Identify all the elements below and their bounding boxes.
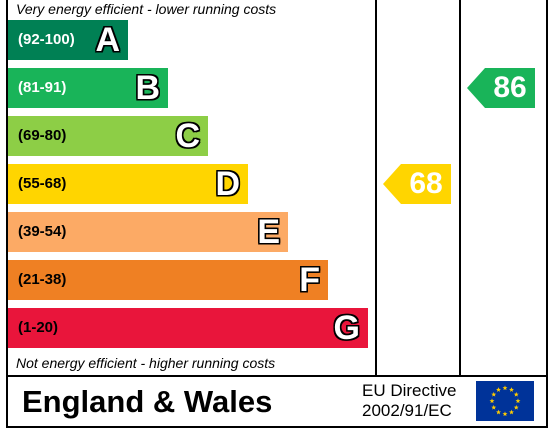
band-letter: F xyxy=(299,261,320,299)
potential-arrow-shape xyxy=(467,68,535,108)
flag-star xyxy=(496,409,501,415)
band-range-label: (55-68) xyxy=(18,175,67,192)
band-range-label: (92-100) xyxy=(18,31,75,48)
band-a: (92-100) A xyxy=(8,20,128,60)
flag-star xyxy=(502,411,508,417)
flag-star xyxy=(489,398,495,404)
potential-rating-arrow: 86 xyxy=(467,68,535,108)
band-c: (69-80) C xyxy=(8,116,208,156)
flag-star xyxy=(513,404,519,410)
column-divider-current xyxy=(375,0,377,377)
flag-star xyxy=(515,398,521,404)
eu-directive: EU Directive 2002/91/EC xyxy=(362,381,456,421)
header-caption: Very energy efficient - lower running co… xyxy=(16,1,277,17)
band-letter: A xyxy=(95,21,120,59)
band-range-label: (81-91) xyxy=(18,79,67,96)
current-arrow-shape xyxy=(383,164,451,204)
column-divider-potential xyxy=(459,0,461,377)
eu-directive-line2: 2002/91/EC xyxy=(362,401,452,420)
flag-star xyxy=(509,387,514,392)
flag-star xyxy=(491,404,497,410)
footer-divider xyxy=(6,375,548,377)
eu-flag-icon xyxy=(476,381,534,421)
band-range-label: (1-20) xyxy=(18,319,59,336)
band-range-label: (69-80) xyxy=(18,127,67,144)
band-letter: E xyxy=(257,213,280,251)
band-range-label: (21-38) xyxy=(18,271,67,288)
band-b: (81-91) B xyxy=(8,68,168,108)
band-g: (1-20) G xyxy=(8,308,368,348)
potential-rating-value: 86 xyxy=(493,71,527,104)
band-letter: D xyxy=(215,165,240,203)
current-rating-arrow: 68 xyxy=(383,164,451,204)
band-letter: B xyxy=(135,69,160,107)
flag-star xyxy=(513,391,519,397)
flag-star xyxy=(502,385,508,391)
footer-caption: Not energy efficient - higher running co… xyxy=(16,355,276,371)
flag-star xyxy=(509,409,514,415)
band-f: (21-38) F xyxy=(8,260,328,300)
band-e: (39-54) E xyxy=(8,212,288,252)
band-d: (55-68) D xyxy=(8,164,248,204)
epc-frame xyxy=(6,0,548,428)
band-letter: C xyxy=(175,117,200,155)
band-letter: G xyxy=(333,309,360,347)
region-title: England & Wales xyxy=(22,384,273,419)
eu-directive-line1: EU Directive xyxy=(362,381,457,400)
band-range-label: (39-54) xyxy=(18,223,67,240)
flag-star xyxy=(491,391,497,397)
flag-star xyxy=(496,387,501,392)
current-rating-value: 68 xyxy=(409,167,443,200)
